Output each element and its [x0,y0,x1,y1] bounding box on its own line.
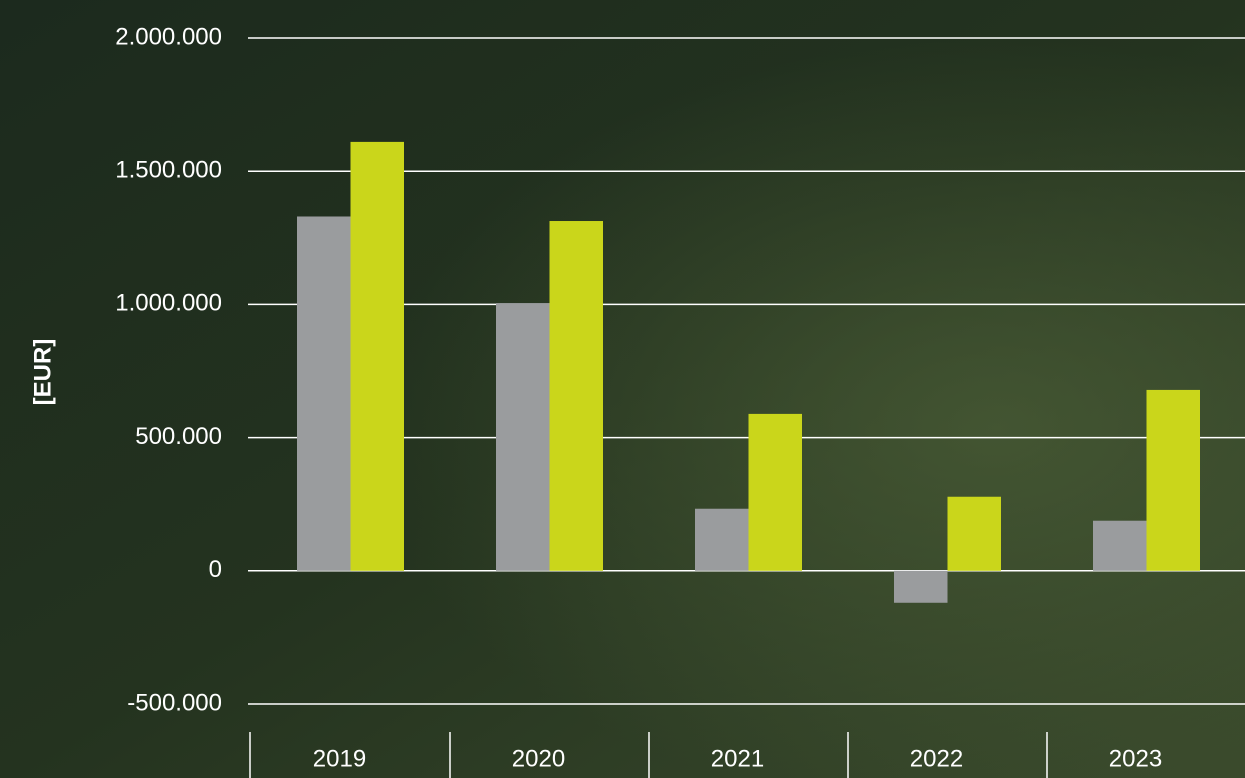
bar [748,413,802,571]
x-tick-label: 2019 [313,745,366,772]
bar [894,570,948,603]
y-axis-label: [EUR] [29,339,56,406]
bar [350,141,404,571]
bar [1093,520,1147,571]
bar [1146,389,1200,571]
y-tick-label: 1.500.000 [115,157,222,184]
bar [496,303,550,571]
y-tick-label: 0 [209,556,222,583]
bar [695,508,749,571]
bar [297,216,351,571]
x-tick-label: 2021 [711,745,764,772]
bar [549,221,603,571]
y-tick-label: 500.000 [135,423,222,450]
y-tick-label: 1.000.000 [115,290,222,317]
y-tick-label: 2.000.000 [115,23,222,50]
x-tick-label: 2020 [512,745,565,772]
bar [947,496,1001,571]
x-tick-label: 2022 [910,745,963,772]
x-tick-label: 2023 [1109,745,1162,772]
y-tick-label: -500.000 [127,689,222,716]
